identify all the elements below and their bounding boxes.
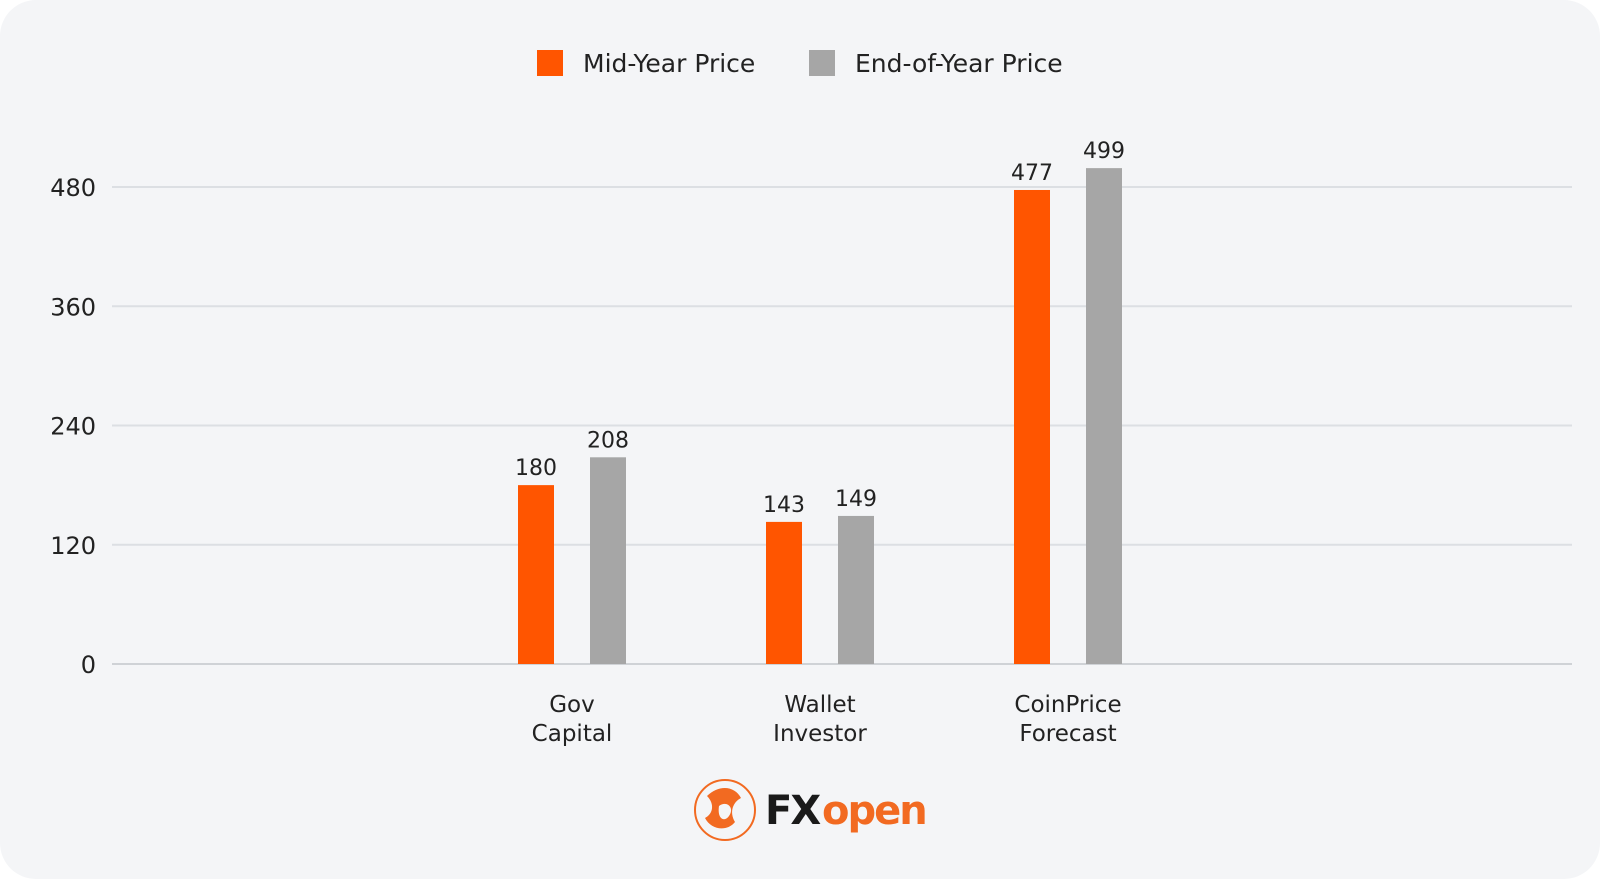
y-tick-label: 240 — [50, 413, 96, 441]
x-tick-label: Investor — [773, 721, 867, 747]
data-label: 477 — [1011, 161, 1053, 186]
bar — [838, 515, 874, 664]
y-tick-label: 480 — [50, 174, 96, 202]
y-axis: 0 120 240 360 480 — [50, 174, 96, 679]
y-tick-label: 360 — [50, 293, 96, 321]
bars: 180 208 143 149 477 499 — [515, 139, 1125, 664]
legend: Mid-Year Price End-of-Year Price — [537, 49, 1063, 78]
logo-open: open — [822, 788, 926, 834]
legend-swatch — [537, 50, 563, 76]
bar — [518, 485, 554, 664]
legend-label: End-of-Year Price — [855, 49, 1063, 78]
bull-logo-icon — [694, 779, 756, 841]
fxopen-logo: FX open — [694, 779, 928, 841]
x-tick-label: Capital — [532, 721, 613, 747]
data-label: 180 — [515, 456, 557, 481]
y-tick-label: 0 — [81, 651, 96, 679]
data-label: 143 — [763, 493, 805, 518]
data-label: 499 — [1083, 139, 1125, 164]
x-tick-label: Gov — [549, 692, 595, 718]
y-tick-label: 120 — [50, 532, 96, 560]
legend-swatch — [809, 50, 835, 76]
bar — [1014, 189, 1050, 664]
x-axis: Gov Capital Wallet Investor CoinPrice Forecas… — [532, 692, 1122, 747]
bar — [590, 457, 626, 664]
legend-label: Mid-Year Price — [583, 49, 755, 78]
bar — [766, 521, 802, 664]
data-label: 149 — [835, 487, 877, 512]
data-label: 208 — [587, 428, 629, 453]
x-tick-label: CoinPrice — [1014, 692, 1121, 718]
x-tick-label: Wallet — [784, 692, 855, 718]
x-tick-label: Forecast — [1019, 721, 1116, 747]
logo-fx: FX — [765, 788, 821, 834]
bar — [1086, 168, 1122, 664]
